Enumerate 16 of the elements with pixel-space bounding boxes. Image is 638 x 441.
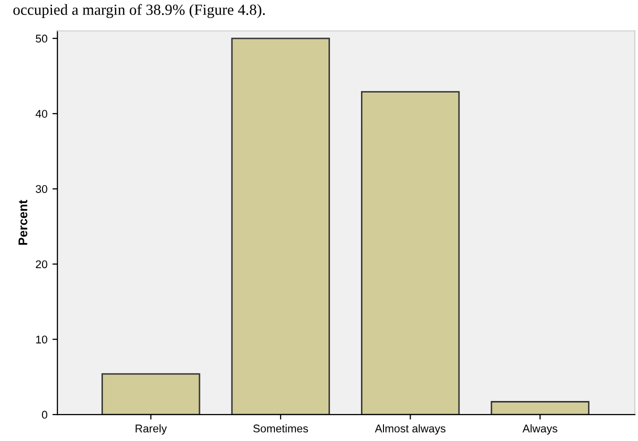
text: occupied a margin of 38.9% (Figure 4.8). [13,4,265,18]
bar [490,401,590,415]
bar [360,91,460,415]
y-tick-label: 10 [36,336,48,344]
y-tick-label: 50 [36,34,48,43]
y-tick-label: 40 [36,110,48,118]
y-tick-label: 30 [36,185,48,193]
bar [231,38,330,415]
x-tick-label: Rarely [136,424,167,435]
x-tick-label: Sometimes [253,424,308,432]
y-axis-title: Percent [18,200,28,245]
x-tick-label: Almost always [374,424,446,435]
y-tick-label: 20 [36,260,48,268]
y-tick-label: 0 [42,410,48,419]
x-tick-label: Always [522,424,558,435]
bar [101,373,200,415]
